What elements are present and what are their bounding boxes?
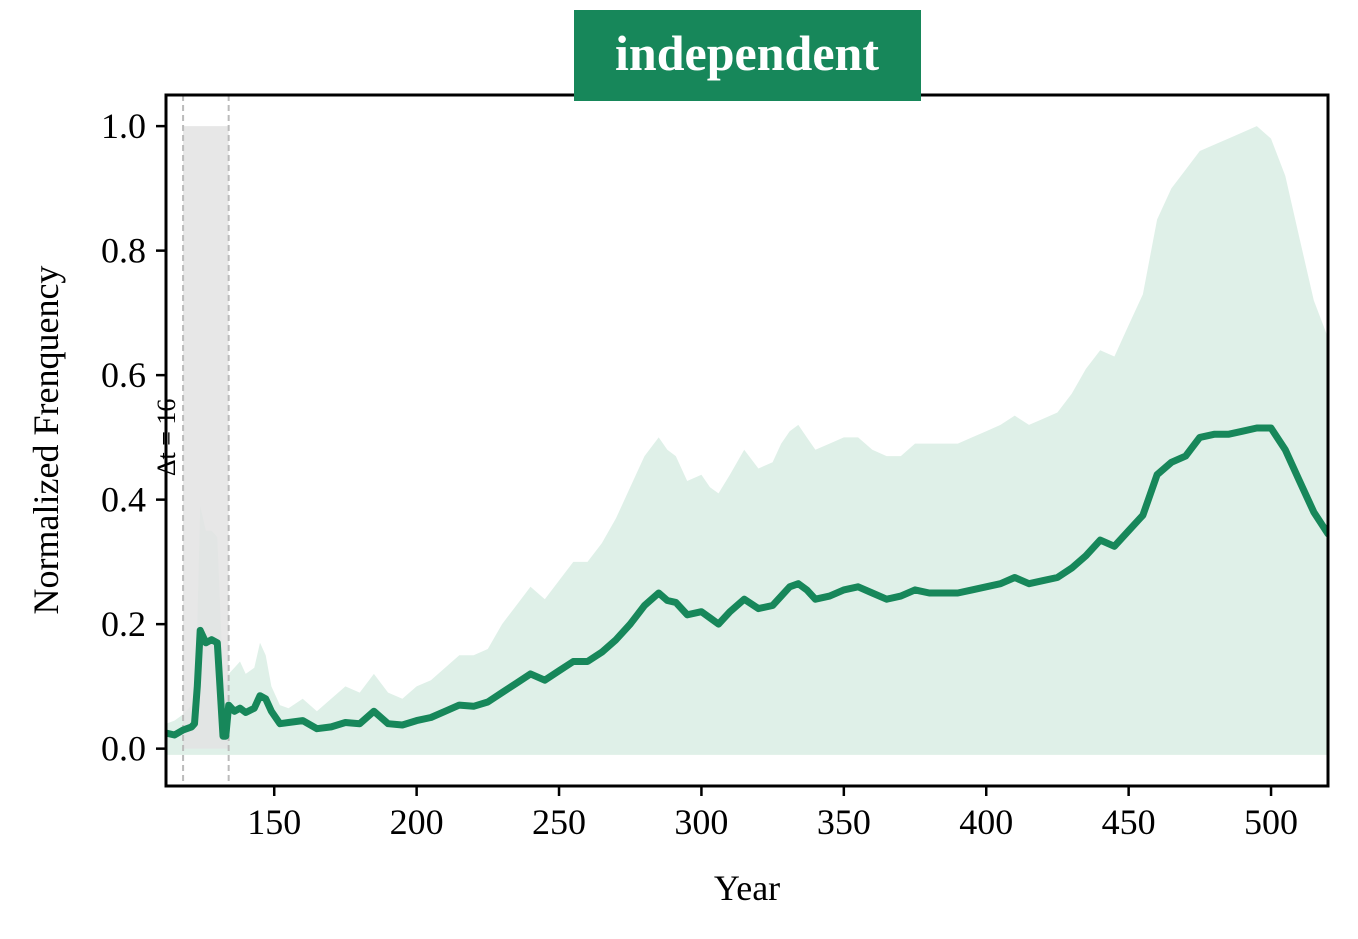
x-tick-label: 200: [390, 802, 444, 842]
highlight-region: [183, 126, 229, 749]
y-axis-label: Normalized Frenquency: [26, 266, 66, 615]
series-line: [166, 424, 1328, 740]
chart-title: independent: [615, 25, 879, 81]
title-badge: [574, 10, 921, 101]
y-tick-label: 0.0: [101, 729, 146, 769]
x-tick-label: 500: [1244, 802, 1298, 842]
y-tick-label: 0.2: [101, 604, 146, 644]
plot-content: [166, 95, 1328, 786]
x-tick-label: 400: [959, 802, 1013, 842]
x-axis-label: Year: [714, 868, 780, 908]
plot-area: Δt = 16: [152, 95, 1328, 786]
x-tick-label: 250: [532, 802, 586, 842]
x-tick-label: 300: [674, 802, 728, 842]
x-tick-label: 150: [247, 802, 301, 842]
y-tick-label: 0.6: [101, 355, 146, 395]
axis-ticks: 150 200 250 300 350 400 450 500 0.0 0.2 0.4 0.6 0.8 1…: [101, 106, 1298, 842]
x-tick-label: 450: [1102, 802, 1156, 842]
y-tick-label: 0.8: [101, 231, 146, 271]
y-tick-label: 1.0: [101, 106, 146, 146]
y-tick-label: 0.4: [101, 480, 146, 520]
x-tick-label: 350: [817, 802, 871, 842]
confidence-band: [166, 126, 1328, 755]
